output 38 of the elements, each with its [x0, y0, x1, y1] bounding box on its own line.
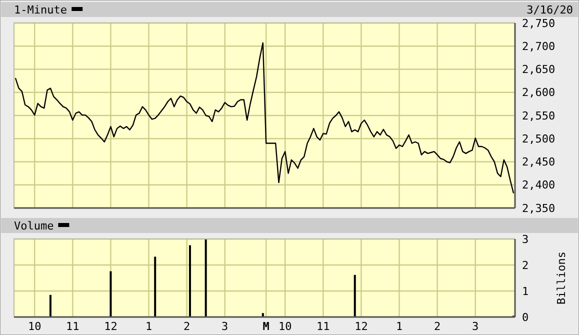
x-tick-label: 1 [145, 320, 152, 333]
text: 3/16/20 [526, 4, 573, 16]
x-tick-label: 11 [66, 320, 80, 333]
x-tick-label: 12 [354, 320, 368, 333]
y-tick-label: 2,350 [522, 202, 556, 215]
line-series [14, 42, 514, 194]
y-tick-label: 2,400 [522, 178, 556, 192]
x-tick-label: 3 [472, 320, 479, 333]
bar [354, 274, 356, 317]
bar [154, 256, 156, 317]
x-tick-label: 12 [104, 320, 118, 333]
y-tick-label: 2,450 [522, 156, 556, 169]
bar [204, 239, 207, 317]
bar [110, 271, 112, 317]
y-tick-label: 2,550 [522, 109, 556, 122]
legend-label: Volume [14, 220, 54, 232]
legend-label: 1-Minute [14, 4, 67, 16]
x-tick-label: M [262, 320, 270, 333]
bar [49, 294, 52, 317]
x-tick-label: 11 [316, 320, 330, 333]
y-tick-label: 1 [522, 284, 529, 298]
x-tick-label: 3 [222, 320, 228, 333]
x-tick-label: 10 [278, 320, 292, 333]
y-tick-label: 2,700 [522, 40, 556, 53]
y-tick-label: 2,500 [522, 132, 556, 146]
y-axis-title: Billions [555, 252, 568, 304]
x-tick-label: 10 [28, 320, 42, 333]
y-tick-label: 0 [522, 310, 529, 324]
x-tick-label: 2 [184, 320, 190, 333]
y-tick-label: 3 [522, 232, 529, 246]
y-tick-label: 2,650 [522, 63, 556, 76]
x-tick-label: 2 [434, 320, 441, 333]
bar [262, 313, 264, 317]
y-tick-label: 2 [522, 258, 529, 272]
x-tick-label: 1 [396, 320, 403, 333]
bar [188, 245, 191, 317]
y-tick-label: 2,750 [522, 16, 556, 30]
y-tick-label: 2,600 [522, 86, 556, 100]
